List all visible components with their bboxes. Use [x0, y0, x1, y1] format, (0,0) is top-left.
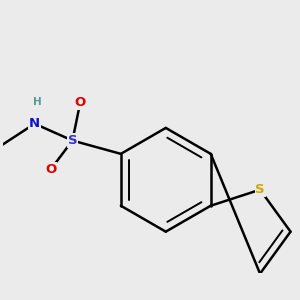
Text: S: S: [68, 134, 77, 147]
Text: O: O: [45, 163, 56, 176]
Text: N: N: [29, 117, 40, 130]
Text: H: H: [33, 97, 42, 107]
Text: S: S: [255, 183, 265, 196]
Text: O: O: [75, 96, 86, 109]
